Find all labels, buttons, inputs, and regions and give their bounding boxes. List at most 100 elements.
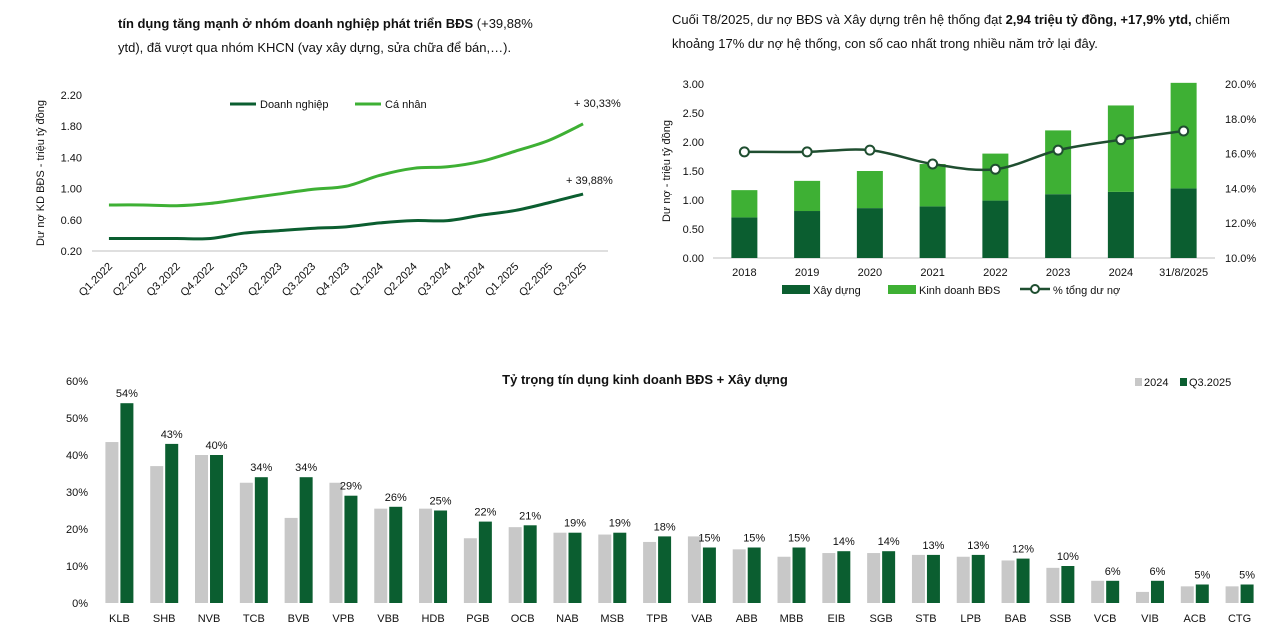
bar-xay-dung	[982, 200, 1009, 258]
bar-q3-2025	[1016, 558, 1030, 603]
y2-tick-label: 12.0%	[1225, 218, 1256, 230]
bar-2024	[239, 482, 253, 603]
x-tick-label: SHB	[153, 613, 176, 625]
bar-q3-2025	[1240, 584, 1254, 603]
x-tick-label: SGB	[870, 613, 893, 625]
y-axis-label: Dư nợ - triệu tỷ đồng	[661, 120, 673, 222]
bar-2024	[463, 538, 477, 603]
bar-q3-2025	[613, 532, 627, 603]
bar-q3-2025	[344, 495, 358, 603]
x-tick-label: 31/8/2025	[1159, 267, 1208, 279]
data-label: 25%	[430, 496, 452, 508]
bar-q3-2025	[165, 443, 179, 603]
pct-marker	[801, 146, 813, 158]
x-tick-label: BVB	[288, 613, 310, 625]
data-label: 19%	[609, 518, 631, 530]
bar-2024	[1091, 580, 1105, 603]
y-tick-label: 1.00	[61, 184, 82, 196]
bar-q3-2025	[120, 403, 134, 603]
x-tick-label: STB	[915, 613, 936, 625]
bar-q3-2025	[971, 554, 985, 603]
legend-label: Xây dựng	[813, 285, 861, 297]
x-tick-label: MSB	[600, 613, 624, 625]
y-tick-label: 3.00	[683, 79, 704, 91]
data-label: 5%	[1194, 570, 1210, 582]
data-label: 14%	[833, 536, 855, 548]
data-label: 18%	[654, 521, 676, 533]
bar-kinh-doanh-bds	[731, 190, 758, 218]
bar-2024	[1001, 560, 1015, 603]
y2-tick-label: 14.0%	[1225, 183, 1256, 195]
bar-xay-dung	[1045, 194, 1072, 258]
data-label: 6%	[1150, 566, 1166, 578]
legend-label: 2024	[1144, 377, 1168, 389]
bar-2024	[105, 442, 119, 603]
legend-marker-pct	[1030, 284, 1040, 294]
x-tick-label: 2022	[983, 267, 1007, 279]
left-caption-bold: tín dụng tăng mạnh ở nhóm doanh nghiệp p…	[118, 16, 474, 31]
bar-xay-dung	[1107, 191, 1134, 258]
right-caption-bold1: 2,94 triệu tỷ đồng, +17,9%	[1005, 12, 1165, 27]
bar-q3-2025	[837, 551, 851, 603]
annotation-ca-nhan: + 30,33%	[574, 98, 621, 110]
x-tick-label: 2021	[920, 267, 944, 279]
y-tick-label: 0.20	[61, 246, 82, 258]
bar-q3-2025	[478, 521, 492, 603]
data-label: 29%	[340, 481, 362, 493]
data-label: 34%	[295, 462, 317, 474]
y-tick-label: 1.40	[61, 152, 82, 164]
bar-q3-2025	[1106, 580, 1120, 603]
y2-tick-label: 16.0%	[1225, 149, 1256, 161]
bar-q3-2025	[882, 551, 896, 603]
bar-kinh-doanh-bds	[1045, 130, 1072, 195]
right-caption: Cuối T8/2025, dư nợ BĐS và Xây dựng trên…	[672, 8, 1262, 56]
annotation-doanh-nghiep: + 39,88%	[566, 175, 613, 187]
y-tick-label: 1.50	[683, 166, 704, 178]
pct-marker	[1052, 144, 1064, 156]
left-caption: tín dụng tăng mạnh ở nhóm doanh nghiệp p…	[118, 12, 618, 60]
bar-2024	[284, 517, 298, 603]
x-tick-label: VCB	[1094, 613, 1117, 625]
bar-2024	[508, 527, 522, 603]
data-label: 54%	[116, 388, 138, 400]
bar-q3-2025	[1150, 580, 1164, 603]
series-line-ca-nhan	[108, 122, 584, 208]
legend-label: Doanh nghiệp	[260, 99, 329, 111]
bar-2024	[195, 455, 209, 603]
x-tick-label: SSB	[1049, 613, 1071, 625]
bar-2024	[956, 556, 970, 603]
y-tick-label: 2.50	[683, 108, 704, 120]
series-line-doanh-nghiep	[108, 192, 584, 241]
y-tick-label: 10%	[66, 561, 88, 573]
bar-2024	[643, 541, 657, 603]
bar-2024	[374, 508, 388, 603]
data-label: 13%	[967, 540, 989, 552]
y2-tick-label: 10.0%	[1225, 253, 1256, 265]
data-label: 40%	[206, 440, 228, 452]
bar-q3-2025	[210, 455, 224, 603]
bar-2024	[1135, 591, 1149, 603]
bar-xay-dung	[919, 206, 946, 258]
legend-label: Q3.2025	[1189, 377, 1231, 389]
bar-kinh-doanh-bds	[794, 180, 821, 212]
bar-q3-2025	[792, 547, 806, 603]
data-label: 12%	[1012, 544, 1034, 556]
bar-xay-dung	[731, 217, 758, 258]
y-tick-label: 1.80	[61, 121, 82, 133]
y-tick-label: 30%	[66, 487, 88, 499]
legend-swatch-2024	[1135, 378, 1142, 386]
bar-2024	[911, 554, 925, 603]
x-tick-label: BAB	[1005, 613, 1027, 625]
legend-label: Cá nhân	[385, 99, 427, 111]
x-tick-label: VIB	[1141, 613, 1159, 625]
data-label: 15%	[698, 533, 720, 545]
x-tick-label: ACB	[1183, 613, 1206, 625]
pct-marker	[738, 146, 750, 158]
bar-2024	[687, 536, 701, 603]
data-label: 34%	[250, 462, 272, 474]
y-tick-label: 20%	[66, 524, 88, 536]
bar-xay-dung	[1170, 188, 1197, 258]
bar-xay-dung	[794, 211, 821, 258]
x-tick-label: PGB	[466, 613, 489, 625]
